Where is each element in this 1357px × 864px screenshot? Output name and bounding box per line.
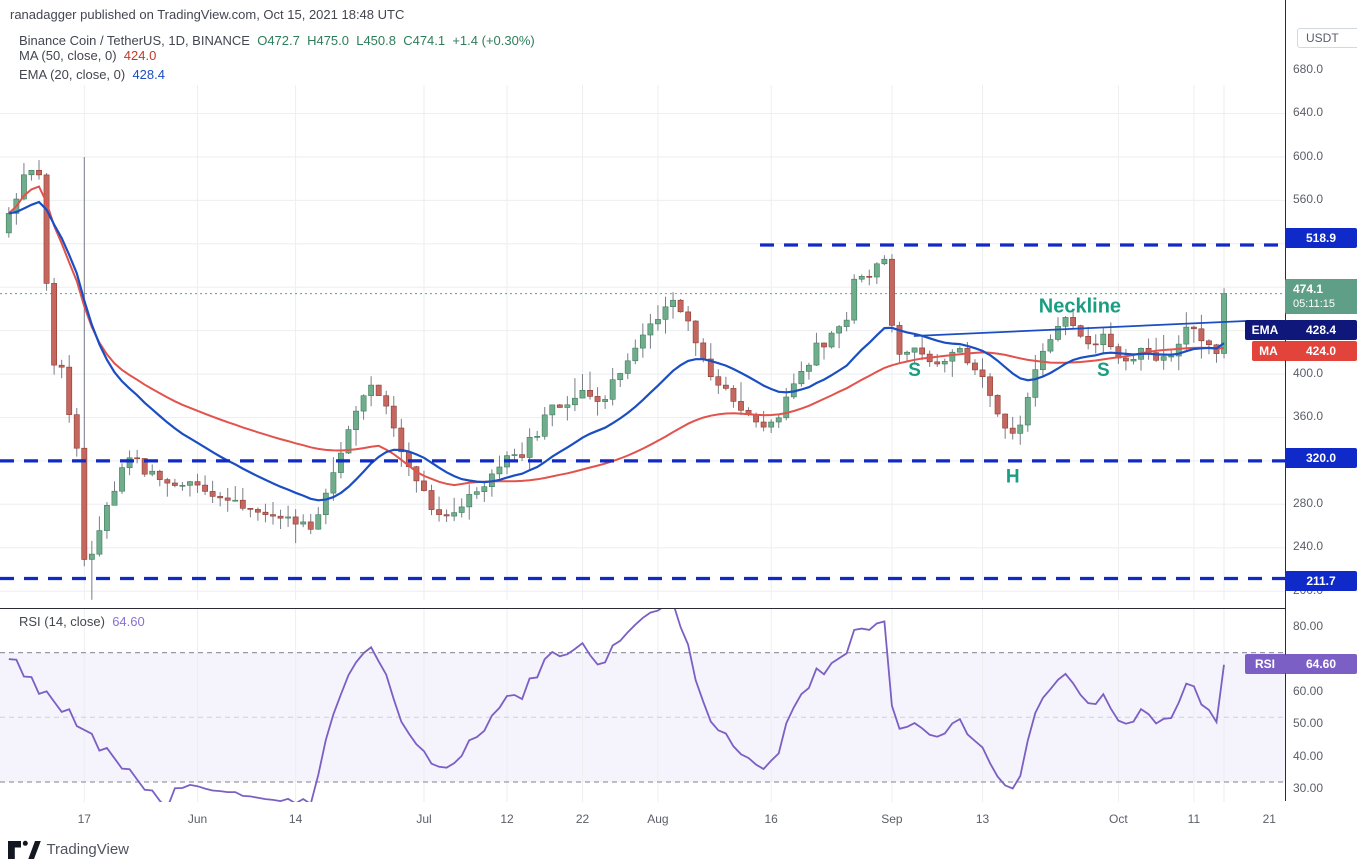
svg-text:S: S xyxy=(908,360,921,381)
svg-text:H: H xyxy=(1006,467,1020,488)
svg-text:Neckline: Neckline xyxy=(1039,295,1121,317)
svg-text:S: S xyxy=(1097,360,1110,381)
